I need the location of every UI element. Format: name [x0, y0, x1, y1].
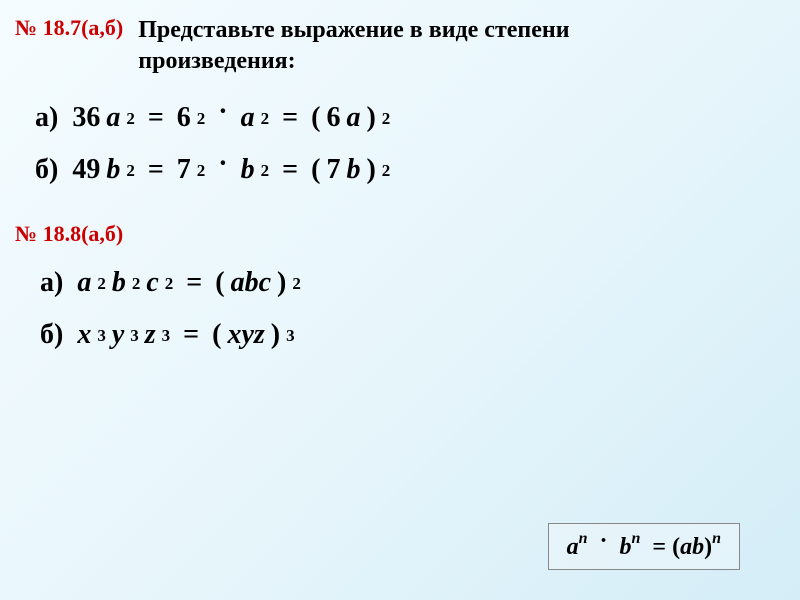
mid-exp2b: 2 [261, 161, 270, 181]
mid-var-b: b [241, 154, 255, 186]
rhs-coef: 6 [326, 102, 340, 134]
mid-base-b: 7 [177, 154, 191, 186]
problem2-section: № 18.8(а,б) а) a2b2c2 = (abc)2 б) x3y3z3… [0, 221, 800, 351]
equation-2b: б) x3y3z3 = (xyz)3 [40, 319, 800, 351]
paren-close-b: ) [366, 154, 375, 186]
e1: 2 [97, 274, 106, 294]
rhs-coef-b: 7 [326, 154, 340, 186]
rhs-exp: 2 [382, 109, 391, 129]
v1b: x [77, 319, 91, 351]
v1: a [77, 267, 91, 299]
v2: b [112, 267, 126, 299]
equation-2a: а) a2b2c2 = (abc)2 [40, 267, 800, 299]
problem1-equations: а) 36a2 = 62 · a2 = (6a)2 б) 49b2 = 72 ·… [35, 102, 800, 186]
label-b: б) [35, 154, 58, 186]
formula-paren-close: ) [704, 534, 712, 560]
dot1b: · [211, 148, 234, 180]
formula-b: b [620, 534, 632, 560]
paren-close-2a: ) [277, 267, 286, 299]
formula-ab: ab [680, 534, 704, 560]
paren-open-b: ( [311, 154, 320, 186]
v3: c [146, 267, 158, 299]
equation-1a: а) 36a2 = 62 · a2 = (6a)2 [35, 102, 800, 134]
e2b: 3 [130, 326, 139, 346]
rhs-exp-2a: 2 [292, 274, 301, 294]
rhs-2a: abc [231, 267, 271, 299]
formula-dot: · [594, 528, 614, 554]
lhs-coef: 36 [72, 102, 100, 134]
equation-1b: б) 49b2 = 72 · b2 = (7b)2 [35, 154, 800, 186]
formula-n2: n [632, 530, 641, 547]
mid-exp1: 2 [197, 109, 206, 129]
equals-2b: = [176, 319, 206, 351]
rhs-var: a [346, 102, 360, 134]
problem1-header: № 18.7(а,б) Представьте выражение в виде… [0, 0, 800, 77]
problem1-number: № 18.7(а,б) [15, 15, 123, 41]
label-a: а) [35, 102, 58, 134]
lhs-exp-b: 2 [126, 161, 135, 181]
mid-var: a [241, 102, 255, 134]
v2b: y [112, 319, 124, 351]
label-2b: б) [40, 319, 63, 351]
rhs-exp-2b: 3 [286, 326, 295, 346]
e3: 2 [165, 274, 174, 294]
rhs-var-b: b [346, 154, 360, 186]
paren-open: ( [311, 102, 320, 134]
rhs-exp-b: 2 [382, 161, 391, 181]
rhs-2b: xyz [227, 319, 264, 351]
formula-n3: n [712, 530, 721, 547]
mid-base: 6 [177, 102, 191, 134]
formula-box: an · bn = (ab)n [548, 523, 740, 570]
formula-n1: n [579, 530, 588, 547]
mid-exp1b: 2 [197, 161, 206, 181]
lhs-coef-b: 49 [72, 154, 100, 186]
paren-open-2a: ( [215, 267, 224, 299]
equals1b: = [141, 154, 171, 186]
equals1: = [141, 102, 171, 134]
dot1: · [211, 96, 234, 128]
e1b: 3 [97, 326, 106, 346]
paren-open-2b: ( [212, 319, 221, 351]
title-line1: Представьте выражение в виде степени [138, 17, 569, 43]
paren-close: ) [366, 102, 375, 134]
lhs-var-b: b [106, 154, 120, 186]
mid-exp2: 2 [261, 109, 270, 129]
formula-a: a [567, 534, 579, 560]
problem2-equations: а) a2b2c2 = (abc)2 б) x3y3z3 = (xyz)3 [40, 267, 800, 351]
problem2-number: № 18.8(а,б) [15, 221, 785, 247]
e2: 2 [132, 274, 141, 294]
title-line2: произведения: [138, 48, 295, 74]
lhs-var: a [106, 102, 120, 134]
e3b: 3 [162, 326, 171, 346]
problem1-title: Представьте выражение в виде степени про… [138, 15, 569, 77]
v3b: z [145, 319, 156, 351]
paren-close-2b: ) [271, 319, 280, 351]
equals2b: = [275, 154, 305, 186]
formula-equals: = ( [646, 534, 680, 560]
label-2a: а) [40, 267, 63, 299]
equals-2a: = [179, 267, 209, 299]
lhs-exp: 2 [126, 109, 135, 129]
equals2: = [275, 102, 305, 134]
